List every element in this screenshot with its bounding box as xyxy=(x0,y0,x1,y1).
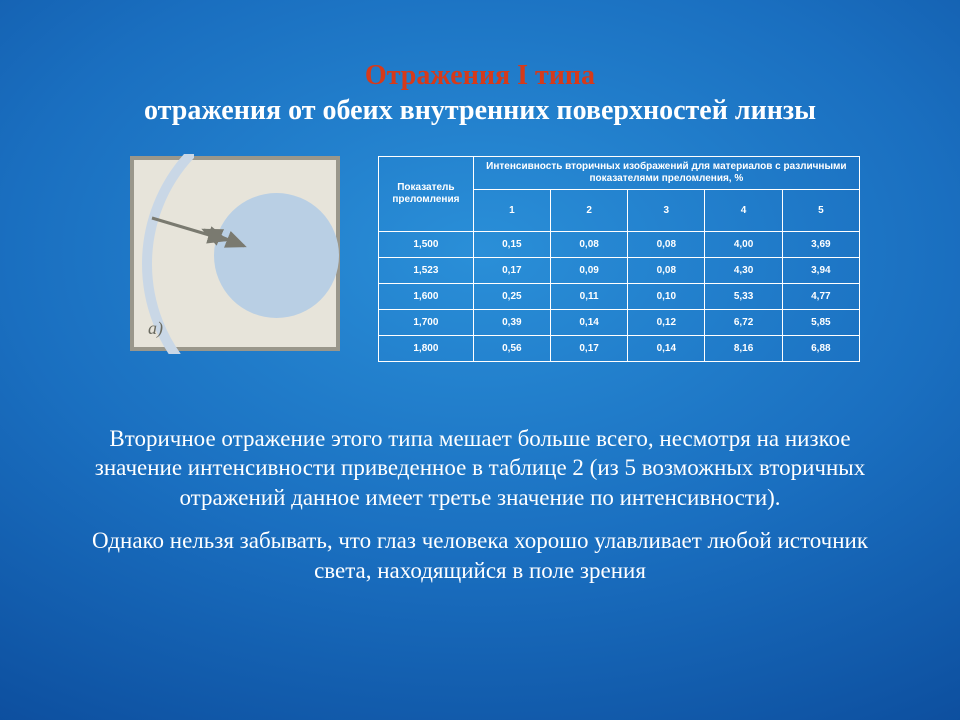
col-num: 3 xyxy=(628,190,705,232)
value-cell: 0,15 xyxy=(473,232,550,258)
index-cell: 1,800 xyxy=(379,336,474,362)
value-cell: 0,11 xyxy=(550,284,627,310)
value-cell: 4,00 xyxy=(705,232,782,258)
index-cell: 1,700 xyxy=(379,310,474,336)
body-text: Вторичное отражение этого типа мешает бо… xyxy=(0,424,960,585)
ray-arrows xyxy=(134,160,344,355)
diagram-label: a) xyxy=(148,318,163,339)
col-num: 5 xyxy=(782,190,859,232)
value-cell: 0,14 xyxy=(550,310,627,336)
value-cell: 0,12 xyxy=(628,310,705,336)
value-cell: 0,08 xyxy=(550,232,627,258)
value-cell: 0,08 xyxy=(628,232,705,258)
value-cell: 6,88 xyxy=(782,336,859,362)
table-row: 1,5230,170,090,084,303,94 xyxy=(379,258,860,284)
content-row: a) Показатель преломления Интенсивность … xyxy=(0,156,960,362)
table-head: Показатель преломления Интенсивность вто… xyxy=(379,157,860,232)
title-block: Отражения I типа отражения от обеих внут… xyxy=(0,58,960,128)
header-top: Интенсивность вторичных изображений для … xyxy=(473,157,859,190)
value-cell: 5,85 xyxy=(782,310,859,336)
value-cell: 5,33 xyxy=(705,284,782,310)
value-cell: 3,94 xyxy=(782,258,859,284)
value-cell: 4,77 xyxy=(782,284,859,310)
value-cell: 0,17 xyxy=(473,258,550,284)
table-row: 1,5000,150,080,084,003,69 xyxy=(379,232,860,258)
index-cell: 1,500 xyxy=(379,232,474,258)
value-cell: 3,69 xyxy=(782,232,859,258)
value-cell: 0,17 xyxy=(550,336,627,362)
refraction-table: Показатель преломления Интенсивность вто… xyxy=(378,156,860,362)
header-left: Показатель преломления xyxy=(379,157,474,232)
title-line1: Отражения I типа xyxy=(0,58,960,93)
value-cell: 4,30 xyxy=(705,258,782,284)
table-row: 1,6000,250,110,105,334,77 xyxy=(379,284,860,310)
table-body: 1,5000,150,080,084,003,691,5230,170,090,… xyxy=(379,232,860,362)
value-cell: 0,56 xyxy=(473,336,550,362)
paragraph-1: Вторичное отражение этого типа мешает бо… xyxy=(72,424,888,512)
value-cell: 0,14 xyxy=(628,336,705,362)
value-cell: 0,10 xyxy=(628,284,705,310)
col-num: 1 xyxy=(473,190,550,232)
value-cell: 0,08 xyxy=(628,258,705,284)
value-cell: 0,39 xyxy=(473,310,550,336)
col-num: 4 xyxy=(705,190,782,232)
slide: Отражения I типа отражения от обеих внут… xyxy=(0,0,960,720)
title-line2: отражения от обеих внутренних поверхност… xyxy=(0,93,960,128)
index-cell: 1,523 xyxy=(379,258,474,284)
value-cell: 8,16 xyxy=(705,336,782,362)
value-cell: 0,25 xyxy=(473,284,550,310)
value-cell: 0,09 xyxy=(550,258,627,284)
table-row: 1,7000,390,140,126,725,85 xyxy=(379,310,860,336)
index-cell: 1,600 xyxy=(379,284,474,310)
col-num: 2 xyxy=(550,190,627,232)
table-row: 1,8000,560,170,148,166,88 xyxy=(379,336,860,362)
value-cell: 6,72 xyxy=(705,310,782,336)
paragraph-2: Однако нельзя забывать, что глаз человек… xyxy=(72,526,888,585)
lens-diagram: a) xyxy=(130,156,340,351)
